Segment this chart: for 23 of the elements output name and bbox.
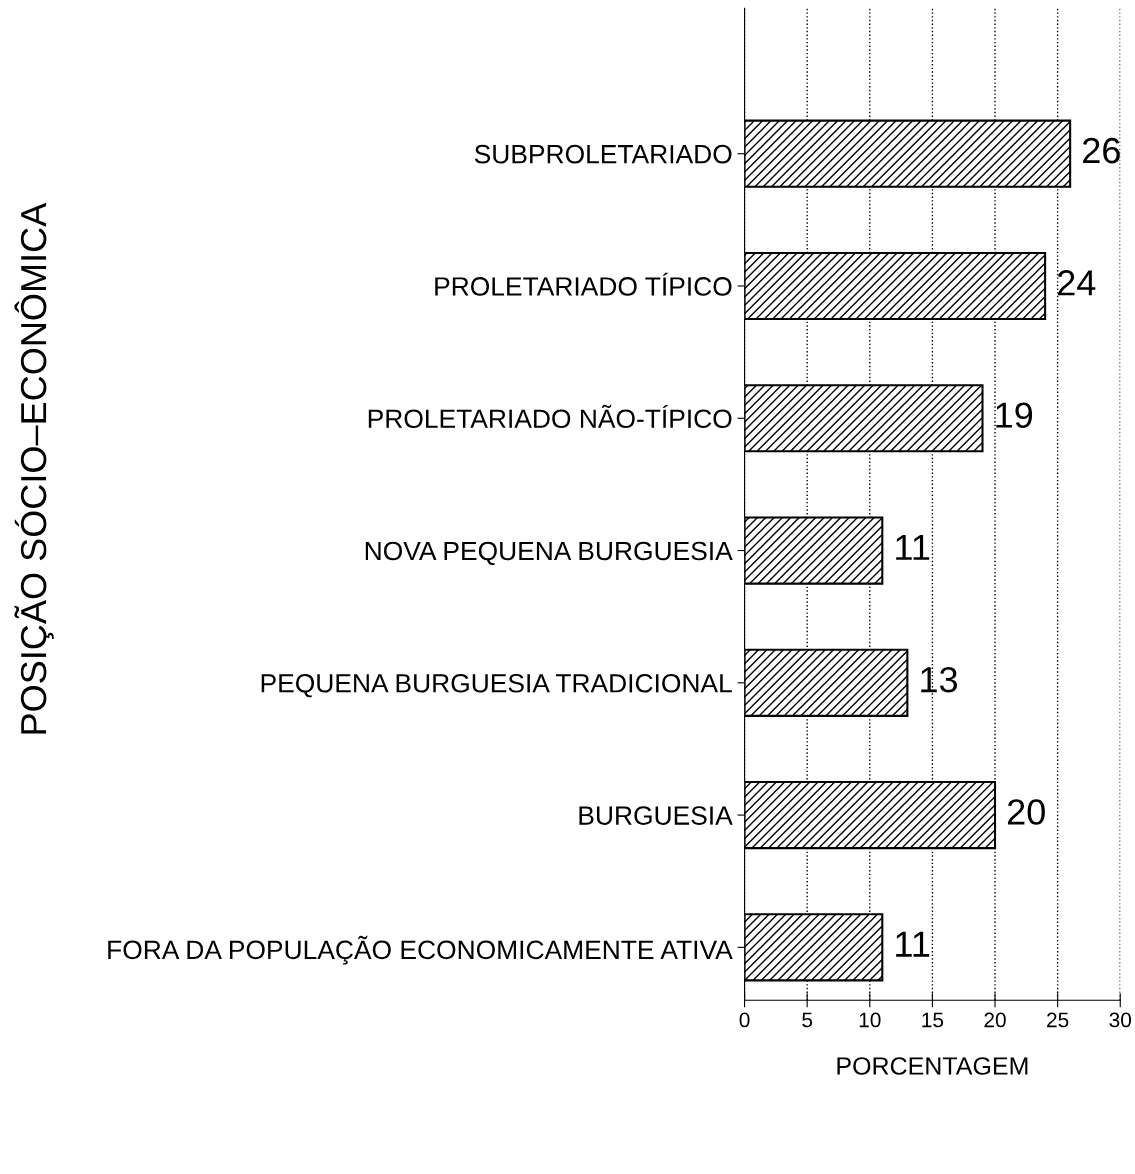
data-label: 11 [896, 535, 930, 560]
x-tick-label: 15 [922, 1012, 944, 1028]
x-tick-label: 30 [1109, 1012, 1132, 1028]
data-label: 20 [1007, 799, 1045, 825]
y-tick-label: NOVA PEQUENA BURGUESIA [365, 541, 733, 566]
x-tick-label: 0 [739, 1012, 750, 1028]
x-tick-label: 25 [1047, 1012, 1069, 1028]
y-tick-label: BURGUESIA [579, 806, 733, 825]
y-tick-label: PEQUENA BURGUESIA TRADICIONAL [261, 673, 732, 698]
y-tick-label: PROLETARIADO TÍPICO [435, 272, 732, 296]
data-label: 24 [1058, 270, 1096, 296]
y-tick-label: PROLETARIADO NÃO-TÍPICO [368, 404, 732, 429]
data-label: 11 [896, 931, 930, 957]
x-axis-title: PORCENTAGEM [837, 1057, 1028, 1075]
data-label: 13 [921, 666, 958, 693]
y-axis-title: POSIÇÃO SÓCIO–ECONÔMICA [14, 202, 54, 734]
x-tick-label: 5 [802, 1012, 813, 1028]
data-label: 19 [996, 402, 1033, 428]
data-label: 26 [1083, 137, 1120, 164]
x-tick-label: 10 [859, 1012, 881, 1028]
y-tick-label: SUBPROLETARIADO [474, 144, 732, 164]
y-tick-label: FORA DA POPULAÇÃO ECONOMICAMENTE ATIVA [108, 935, 733, 965]
x-tick-label: 20 [984, 1012, 1006, 1028]
